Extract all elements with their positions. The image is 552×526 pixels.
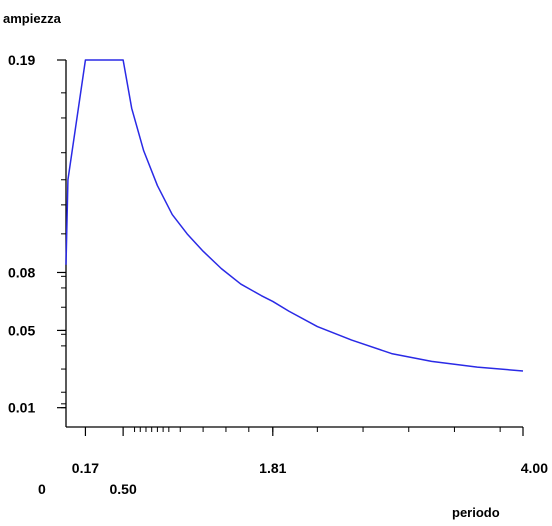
origin-label: 0 (38, 481, 46, 497)
x-tick-label: 0.17 (72, 460, 99, 476)
y-tick-label: 0.01 (8, 400, 35, 416)
x-tick-label: 1.81 (259, 460, 286, 476)
tick-marks (57, 59, 524, 436)
y-axis-title: ampiezza (3, 11, 62, 26)
axis-labels: ampiezza periodo 0 0.19 0.08 0.05 0.01 0.17 0… (3, 11, 548, 520)
spectrum-line (65, 59, 524, 372)
y-tick-label: 0.19 (8, 52, 35, 68)
x-tick-label: 4.00 (521, 460, 548, 476)
axes (65, 60, 523, 428)
x-tick-label: 0.50 (110, 481, 137, 497)
x-axis-title: periodo (452, 505, 500, 520)
y-tick-label: 0.05 (8, 322, 35, 338)
y-tick-label: 0.08 (8, 264, 35, 280)
plot-area (65, 59, 524, 372)
